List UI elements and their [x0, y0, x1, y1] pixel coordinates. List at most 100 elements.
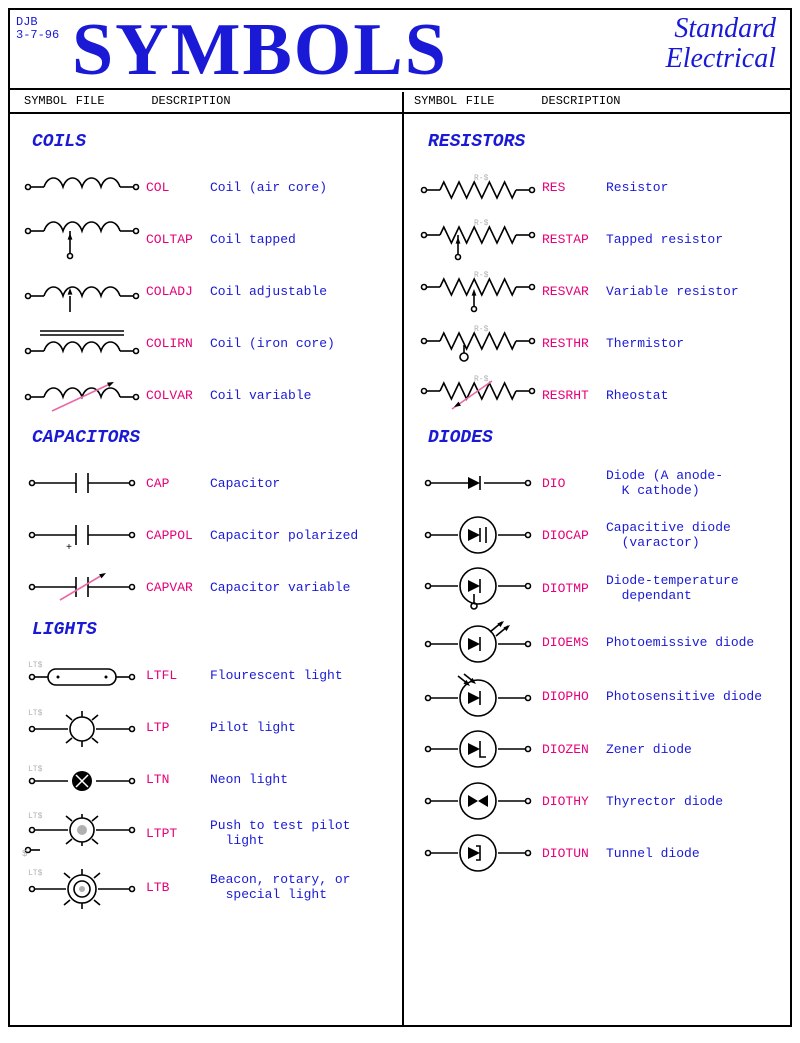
file-code: RESVAR — [542, 284, 606, 299]
res_tap-icon: R-$ — [414, 217, 542, 261]
symbol-row: DIOTUNTunnel diode — [414, 830, 782, 876]
svg-text:LT$: LT$ — [28, 812, 43, 821]
col-header-file: FILE — [76, 90, 152, 112]
symbol-row: DIOCAPCapacitive diode (varactor) — [414, 512, 782, 558]
column-headers: SYMBOL FILE DESCRIPTION SYMBOL FILE DESC… — [10, 90, 790, 114]
description: Diode (A anode- K cathode) — [606, 468, 723, 498]
symbol-row: CAPVARCapacitor variable — [18, 564, 392, 610]
file-code: DIOTMP — [542, 581, 606, 596]
description: Capacitor — [210, 476, 280, 491]
coil_var-icon — [18, 377, 146, 413]
symbol-row: LT$LTNNeon light — [18, 756, 392, 802]
svg-text:LT$: LT$ — [28, 765, 43, 774]
file-code: DIO — [542, 476, 606, 491]
svg-text:$: $ — [22, 849, 28, 859]
coil_iron-icon — [18, 323, 146, 363]
description: Resistor — [606, 180, 668, 195]
res_rht-icon: R-$ — [414, 373, 542, 417]
symbol-row: R-$ RESResistor — [414, 164, 782, 210]
description: Coil adjustable — [210, 284, 327, 299]
symbol-row: CAPCapacitor — [18, 460, 392, 506]
dio_thy-icon — [414, 779, 542, 823]
subtitle-line2: Electrical — [666, 44, 776, 74]
description: Thermistor — [606, 336, 684, 351]
description: Capacitive diode (varactor) — [606, 520, 731, 550]
section-title: CAPACITORS — [32, 428, 392, 448]
svg-text:LT$: LT$ — [28, 709, 43, 718]
symbol-row: LT$ $ LTPTPush to test pilot light — [18, 808, 392, 858]
description: Zener diode — [606, 742, 692, 757]
file-code: LTP — [146, 720, 210, 735]
section-title: RESISTORS — [428, 132, 782, 152]
svg-text:R-$: R-$ — [474, 174, 489, 183]
dio_ems-icon — [414, 618, 542, 666]
col-header-desc-r: DESCRIPTION — [541, 90, 790, 112]
description: Coil (air core) — [210, 180, 327, 195]
symbol-row: COLCoil (air core) — [18, 164, 392, 210]
section-title: DIODES — [428, 428, 782, 448]
coil_adj-icon — [18, 268, 146, 314]
svg-text:+: + — [66, 543, 72, 554]
file-code: COLADJ — [146, 284, 210, 299]
symbol-row: DIOPHOPhotosensitive diode — [414, 672, 782, 720]
lt_fl-icon: LT$ — [18, 657, 146, 693]
description: Capacitor polarized — [210, 528, 358, 543]
description: Variable resistor — [606, 284, 739, 299]
section-title: LIGHTS — [32, 620, 392, 640]
dio_tun-icon — [414, 831, 542, 875]
description: Photoemissive diode — [606, 635, 754, 650]
cap-icon — [18, 468, 146, 498]
description: Thyrector diode — [606, 794, 723, 809]
file-code: RES — [542, 180, 606, 195]
description: Beacon, rotary, or special light — [210, 872, 350, 902]
page-title: SYMBOLS — [72, 8, 448, 93]
description: Push to test pilot light — [210, 818, 350, 848]
file-code: LTN — [146, 772, 210, 787]
dio_cap-icon — [414, 513, 542, 557]
dio_tmp-icon — [414, 564, 542, 612]
lt_ptt-icon: LT$ $ — [18, 808, 146, 858]
symbol-row: COLIRNCoil (iron core) — [18, 320, 392, 366]
file-code: CAPPOL — [146, 528, 210, 543]
symbol-row: DIOEMSPhotoemissive diode — [414, 618, 782, 666]
res-icon: R-$ — [414, 172, 542, 202]
col-header-desc: DESCRIPTION — [151, 90, 400, 112]
description: Diode-temperature dependant — [606, 573, 739, 603]
file-code: LTFL — [146, 668, 210, 683]
description: Coil (iron core) — [210, 336, 335, 351]
file-code: LTB — [146, 880, 210, 895]
file-code: DIOPHO — [542, 689, 606, 704]
coil-icon — [18, 172, 146, 202]
file-code: DIOTHY — [542, 794, 606, 809]
author-block: DJB 3-7-96 — [16, 16, 59, 42]
lt_neon-icon: LT$ — [18, 761, 146, 797]
symbol-row: R-$RESTHRThermistor — [414, 320, 782, 366]
left-column: COILSCOLCoil (air core)COLTAPCoil tapped… — [10, 116, 400, 1025]
file-code: DIOEMS — [542, 635, 606, 650]
col-header-symbol: SYMBOL — [10, 90, 76, 112]
file-code: COL — [146, 180, 210, 195]
svg-text:LT$: LT$ — [28, 661, 43, 670]
symbol-row: R-$RESTAPTapped resistor — [414, 216, 782, 262]
symbol-row: LT$LTFLFlourescent light — [18, 652, 392, 698]
file-code: DIOCAP — [542, 528, 606, 543]
symbol-row: +CAPPOLCapacitor polarized — [18, 512, 392, 558]
file-code: CAP — [146, 476, 210, 491]
cap_pol-icon: + — [18, 520, 146, 550]
description: Photosensitive diode — [606, 689, 762, 704]
file-code: RESTAP — [542, 232, 606, 247]
cap_var-icon — [18, 570, 146, 604]
res_var-icon: R-$ — [414, 269, 542, 313]
section-title: COILS — [32, 132, 392, 152]
subtitle-line1: Standard — [666, 14, 776, 44]
lt_beacon-icon: LT$ — [18, 865, 146, 909]
description: Tapped resistor — [606, 232, 723, 247]
description: Rheostat — [606, 388, 668, 403]
file-code: RESTHR — [542, 336, 606, 351]
file-code: RESRHT — [542, 388, 606, 403]
right-column: RESISTORSR-$RESResistorR-$RESTAPTapped r… — [400, 116, 790, 1025]
symbol-row: R-$RESVARVariable resistor — [414, 268, 782, 314]
file-code: COLIRN — [146, 336, 210, 351]
file-code: LTPT — [146, 826, 210, 841]
file-code: DIOTUN — [542, 846, 606, 861]
